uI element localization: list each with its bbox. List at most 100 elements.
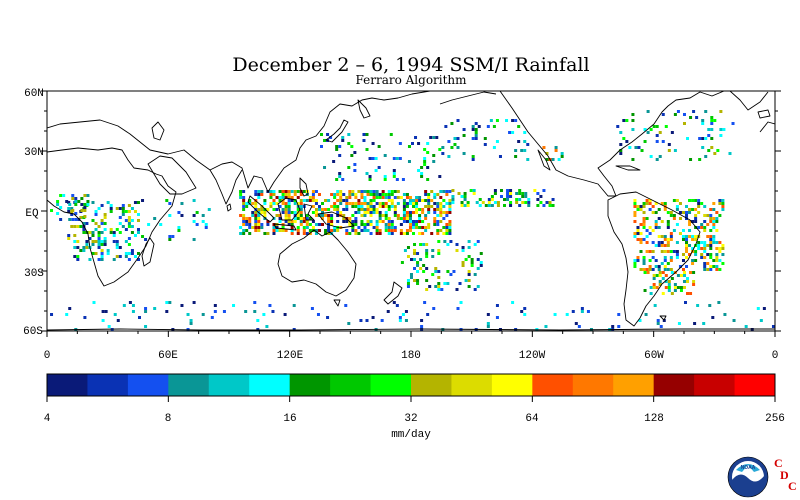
map-title: December 2 – 6, 1994 SSM/I Rainfall [232, 54, 589, 76]
rain-cell [685, 235, 689, 238]
rain-cell [706, 235, 710, 238]
rain-cell [474, 122, 478, 125]
rain-cell [363, 190, 367, 193]
noaa-logo[interactable]: NOAA [727, 456, 769, 498]
rain-cell [112, 258, 116, 261]
rain-cell [305, 214, 309, 217]
rain-cell [645, 199, 649, 202]
rain-cell [511, 119, 515, 122]
rain-cell [284, 202, 288, 205]
rain-cell [406, 246, 410, 249]
rain-cell [375, 229, 379, 232]
rain-cell [360, 205, 364, 208]
rain-cell [136, 201, 140, 204]
rain-cell [363, 208, 367, 211]
rain-cell [401, 313, 405, 316]
rain-cell [586, 310, 590, 313]
coastline-iceland [757, 109, 771, 119]
rain-cell [381, 205, 385, 208]
rain-cell [365, 148, 369, 151]
rain-cell [663, 235, 667, 238]
rain-cell [395, 178, 399, 181]
rain-cell [539, 195, 543, 198]
rain-cell [153, 217, 157, 220]
rain-cell [311, 211, 315, 214]
rain-cell [421, 199, 425, 202]
rain-cell [357, 226, 361, 229]
rain-cell [369, 208, 373, 211]
rain-cell [417, 142, 421, 145]
rain-cell [94, 252, 98, 255]
rain-cell [338, 154, 342, 157]
rain-cell [704, 137, 708, 140]
rain-cell [281, 202, 285, 205]
rain-cell [709, 235, 713, 238]
rain-cell [415, 202, 419, 205]
rain-cell [524, 201, 528, 204]
rain-cell [652, 283, 656, 286]
rain-cell [437, 240, 441, 243]
rain-cell [713, 119, 717, 122]
rain-cell [390, 223, 394, 226]
rain-cell [336, 193, 340, 196]
rain-cell [393, 229, 397, 232]
rain-cell [509, 204, 513, 207]
rain-cell [384, 193, 388, 196]
coastline-falklands [659, 315, 667, 321]
rain-cell [368, 178, 372, 181]
rain-cell [86, 203, 90, 206]
rain-cell [97, 237, 101, 240]
rain-cell [700, 241, 704, 244]
rain-cell [673, 289, 677, 292]
rain-cell [445, 229, 449, 232]
rain-cell [296, 190, 300, 193]
rain-cell [672, 229, 676, 232]
rain-cell [691, 262, 695, 265]
rain-cell [100, 249, 104, 252]
rain-cell [127, 258, 131, 261]
rain-cell [171, 235, 175, 238]
rain-cell [378, 214, 382, 217]
rain-cell [91, 231, 95, 234]
rain-cell [287, 202, 291, 205]
rain-cell [405, 193, 409, 196]
rain-cell [700, 253, 704, 256]
rain-cell [433, 211, 437, 214]
rain-cell [694, 253, 698, 256]
rain-cell [368, 157, 372, 160]
rain-cell [281, 211, 285, 214]
rain-cell [396, 214, 400, 217]
rain-cell [642, 259, 646, 262]
rain-cell [661, 271, 665, 274]
rain-cell [100, 243, 104, 246]
rain-cell [686, 280, 690, 283]
rain-cell [278, 217, 282, 220]
rain-cell [473, 288, 477, 291]
rain-cell [432, 160, 436, 163]
rain-cell [341, 178, 345, 181]
rain-cell [67, 207, 71, 210]
rain-cell [771, 325, 775, 328]
rain-cell [101, 319, 105, 322]
rain-cell [50, 313, 54, 316]
rain-cell [118, 246, 122, 249]
rain-cell [296, 226, 300, 229]
rain-cell [281, 190, 285, 193]
rain-cell [374, 169, 378, 172]
rain-cell [427, 205, 431, 208]
rain-cell [308, 229, 312, 232]
rain-cell [324, 229, 328, 232]
rain-cell [408, 226, 412, 229]
rain-cell [101, 310, 105, 313]
rain-cell [275, 229, 279, 232]
rain-cell [369, 202, 373, 205]
rain-cell [685, 205, 689, 208]
rain-cell [112, 240, 116, 243]
rain-cell [180, 202, 184, 205]
rain-cell [700, 202, 704, 205]
rain-cell [706, 244, 710, 247]
rain-cell [703, 220, 707, 223]
rain-cell [691, 247, 695, 250]
rain-cell [682, 274, 686, 277]
